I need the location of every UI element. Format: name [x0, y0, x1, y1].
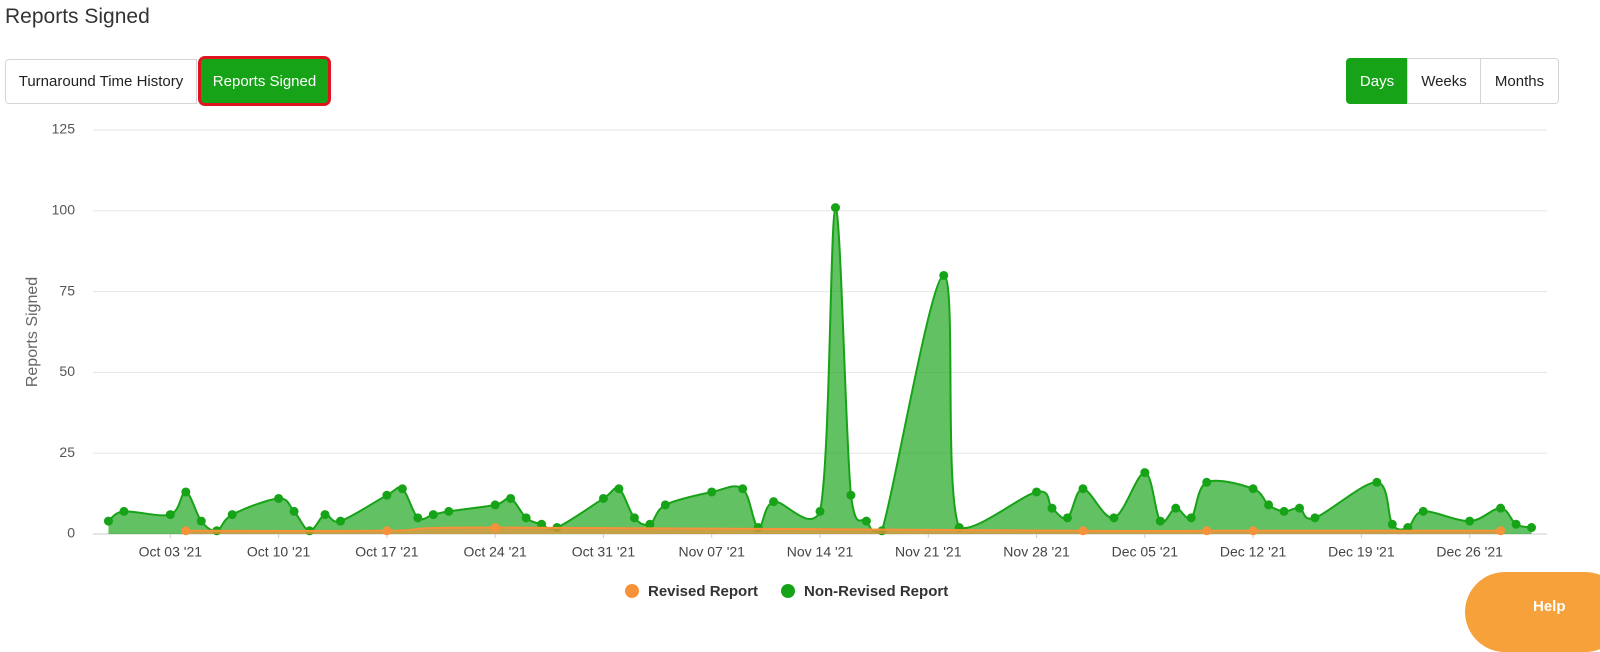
x-tick-label: Dec 26 '21: [1436, 544, 1503, 560]
point: [1078, 484, 1088, 494]
x-tick-label: Nov 07 '21: [678, 544, 745, 560]
y-axis-title: Reports Signed: [24, 277, 41, 387]
point: [196, 516, 206, 526]
y-tick-label: 100: [52, 202, 76, 218]
x-tick-label: Nov 21 '21: [895, 544, 962, 560]
point: [274, 493, 284, 503]
point: [707, 487, 717, 497]
point: [537, 519, 547, 529]
point: [1109, 513, 1119, 523]
point: [1496, 526, 1506, 536]
chart: Reports Signed 0 25 50 75 100 125 Oct 03 '21 Oc…: [24, 121, 1547, 600]
point: [1248, 526, 1258, 536]
point: [382, 490, 392, 500]
point: [598, 493, 608, 503]
point: [335, 516, 345, 526]
point: [397, 484, 407, 494]
x-tick-label: Nov 28 '21: [1003, 544, 1070, 560]
x-tick-label: Dec 12 '21: [1220, 544, 1287, 560]
point: [1155, 516, 1165, 526]
page: Reports Signed Turnaround Time History R…: [5, 5, 1600, 652]
y-tick-label: 0: [67, 525, 75, 541]
range-button[interactable]: Months: [1480, 58, 1559, 104]
point: [1078, 526, 1088, 536]
point: [660, 500, 670, 510]
range-button-active[interactable]: Days: [1346, 58, 1408, 104]
point: [1202, 477, 1212, 487]
point: [861, 516, 871, 526]
point: [1511, 519, 1521, 529]
point: [846, 490, 856, 500]
point: [521, 513, 531, 523]
area: [108, 207, 1532, 534]
line: [107, 206, 1532, 533]
point: [1202, 526, 1212, 536]
x-tick-label: Nov 14 '21: [787, 544, 854, 560]
y-tick-label: 50: [59, 363, 75, 379]
point: [165, 510, 175, 520]
point: [413, 513, 423, 523]
point: [1186, 513, 1196, 523]
x-tick-label: Oct 31 '21: [572, 544, 636, 560]
y-tick-label: 75: [59, 282, 75, 298]
point: [103, 516, 113, 526]
x-tick-label: Dec 05 '21: [1112, 544, 1179, 560]
point: [289, 506, 299, 516]
range-button[interactable]: Weeks: [1407, 58, 1481, 104]
point: [428, 510, 438, 520]
point: [815, 506, 825, 516]
point: [1387, 519, 1397, 529]
area: [185, 527, 1501, 534]
point: [769, 497, 779, 507]
point: [1418, 506, 1428, 516]
point: [506, 493, 516, 503]
point: [320, 510, 330, 520]
point: [1279, 506, 1289, 516]
point: [1527, 523, 1537, 533]
point: [1264, 500, 1274, 510]
point: [490, 500, 500, 510]
point: [382, 526, 392, 536]
point: [939, 270, 949, 280]
point: [444, 506, 454, 516]
y-tick-label: 125: [52, 121, 76, 137]
point: [1171, 503, 1181, 513]
point: [629, 513, 639, 523]
point: [1140, 468, 1150, 478]
tab-active[interactable]: Reports Signed: [198, 56, 331, 106]
point: [227, 510, 237, 520]
legend-marker: [625, 584, 639, 598]
point: [738, 484, 748, 494]
page-title: Reports Signed: [5, 5, 150, 28]
point: [1047, 503, 1057, 513]
legend-label: Non-Revised Report: [804, 583, 948, 600]
point: [181, 526, 191, 536]
point: [614, 484, 624, 494]
x-tick-label: Dec 19 '21: [1328, 544, 1395, 560]
point: [119, 506, 129, 516]
point: [830, 203, 840, 213]
y-tick-label: 25: [59, 444, 75, 460]
x-tick-label: Oct 10 '21: [247, 544, 311, 560]
point: [645, 519, 655, 529]
legend-label: Revised Report: [648, 583, 758, 600]
x-tick-label: Oct 17 '21: [355, 544, 419, 560]
point: [1295, 503, 1305, 513]
point: [1496, 503, 1506, 513]
legend-marker: [781, 584, 795, 598]
help-button[interactable]: Help: [1465, 572, 1600, 652]
point: [1248, 484, 1258, 494]
point: [1372, 477, 1382, 487]
point: [1032, 487, 1042, 497]
x-tick-label: Oct 24 '21: [463, 544, 527, 560]
tab[interactable]: Turnaround Time History: [5, 59, 197, 104]
point: [1310, 513, 1320, 523]
point: [181, 487, 191, 497]
point: [490, 523, 500, 533]
x-tick-label: Oct 03 '21: [139, 544, 203, 560]
point: [1465, 516, 1475, 526]
point: [1062, 513, 1072, 523]
